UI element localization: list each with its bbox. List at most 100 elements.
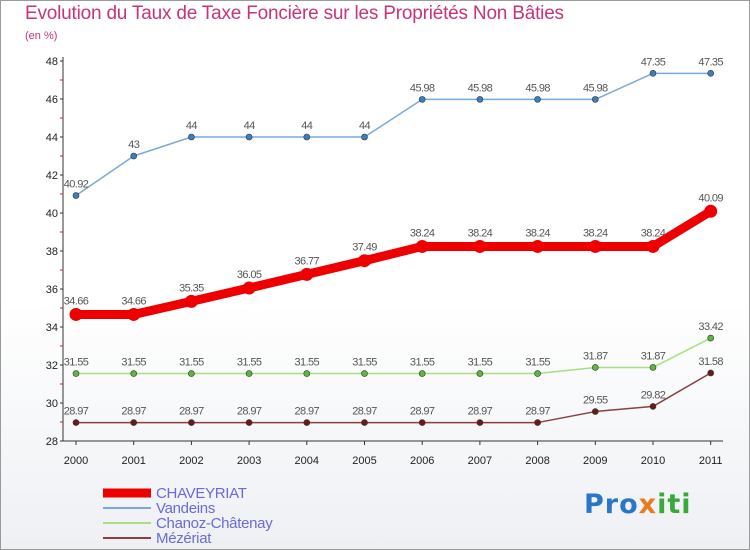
point-chaveyriat bbox=[300, 267, 314, 281]
x-tick-label: 2007 bbox=[468, 455, 492, 467]
y-axis-unit: (en %) bbox=[25, 30, 58, 42]
legend-label-mezeriat: Mézériat bbox=[156, 530, 212, 547]
point-chaveyriat bbox=[184, 294, 198, 308]
x-tick-label: 2010 bbox=[641, 455, 665, 467]
y-tick-label: 40 bbox=[46, 208, 58, 220]
data-label-chanoz-chatenay: 31.55 bbox=[121, 357, 146, 369]
data-label-chaveyriat: 34.66 bbox=[64, 295, 89, 307]
data-label-chaveyriat: 34.66 bbox=[121, 295, 146, 307]
point-chanoz-chatenay bbox=[707, 334, 715, 342]
x-tick-label: 2008 bbox=[525, 455, 549, 467]
point-mezeriat bbox=[649, 403, 657, 410]
point-vandeins bbox=[534, 96, 541, 103]
point-vandeins bbox=[418, 96, 426, 103]
point-vandeins bbox=[245, 133, 253, 141]
data-label-chaveyriat: 38.24 bbox=[641, 227, 666, 239]
data-label-vandeins: 47.35 bbox=[641, 56, 666, 68]
point-chaveyriat bbox=[358, 254, 371, 268]
point-chaveyriat bbox=[473, 239, 487, 253]
point-chanoz-chatenay bbox=[72, 370, 80, 377]
point-vandeins bbox=[188, 133, 195, 141]
series-line-mezeriat bbox=[75, 372, 712, 424]
y-tick-label: 46 bbox=[46, 94, 58, 106]
x-tick-label: 2001 bbox=[121, 455, 145, 467]
x-tick-label: 2009 bbox=[583, 455, 607, 467]
point-chanoz-chatenay bbox=[476, 370, 484, 377]
point-chanoz-chatenay bbox=[130, 370, 137, 377]
data-label-vandeins: 45.98 bbox=[583, 82, 608, 94]
point-mezeriat bbox=[418, 419, 426, 426]
data-label-mezeriat: 31.58 bbox=[698, 356, 723, 368]
data-label-chanoz-chatenay: 31.55 bbox=[468, 357, 493, 369]
data-label-mezeriat: 28.97 bbox=[525, 406, 550, 418]
series-layer bbox=[69, 70, 718, 426]
data-label-mezeriat: 28.97 bbox=[352, 406, 377, 418]
x-tick-label: 2005 bbox=[352, 455, 376, 467]
point-vandeins bbox=[707, 70, 715, 77]
point-vandeins bbox=[303, 133, 311, 141]
data-label-mezeriat: 29.82 bbox=[641, 389, 666, 401]
data-label-chaveyriat: 36.77 bbox=[295, 255, 320, 267]
data-label-vandeins: 44 bbox=[359, 120, 371, 132]
data-label-mezeriat: 28.97 bbox=[468, 406, 493, 418]
data-label-vandeins: 44 bbox=[186, 120, 198, 132]
data-label-mezeriat: 29.55 bbox=[583, 395, 608, 407]
data-label-chanoz-chatenay: 31.55 bbox=[352, 357, 377, 369]
x-tick-label: 2011 bbox=[699, 455, 723, 467]
data-label-chanoz-chatenay: 31.55 bbox=[525, 357, 550, 369]
data-label-chanoz-chatenay: 31.55 bbox=[410, 357, 435, 369]
legend-label-chaveyriat: CHAVEYRIAT bbox=[156, 485, 247, 502]
data-label-vandeins: 43 bbox=[128, 139, 140, 151]
legend-label-vandeins: Vandeins bbox=[156, 500, 215, 517]
data-label-vandeins: 45.98 bbox=[525, 82, 550, 94]
y-tick-label: 36 bbox=[46, 284, 58, 296]
series-line-chaveyriat bbox=[71, 206, 716, 319]
data-label-vandeins: 44 bbox=[301, 120, 313, 132]
data-label-chaveyriat: 38.24 bbox=[468, 227, 493, 239]
point-mezeriat bbox=[245, 419, 253, 426]
data-label-mezeriat: 28.97 bbox=[237, 406, 262, 418]
point-mezeriat bbox=[591, 408, 599, 415]
point-chanoz-chatenay bbox=[591, 364, 599, 371]
point-chanoz-chatenay bbox=[361, 370, 368, 377]
x-tick-label: 2003 bbox=[237, 455, 261, 467]
axes: 28 30 32 34 36 38 40 42 44 46 48 2000 2001 2002 2003 20… bbox=[46, 56, 723, 467]
y-tick-label: 30 bbox=[46, 398, 58, 410]
point-chaveyriat bbox=[415, 239, 429, 253]
data-label-chaveyriat: 36.05 bbox=[237, 269, 262, 281]
point-chaveyriat bbox=[646, 239, 660, 253]
point-vandeins bbox=[476, 96, 484, 103]
data-label-chaveyriat: 38.24 bbox=[410, 227, 435, 239]
data-label-vandeins: 45.98 bbox=[468, 82, 493, 94]
data-labels: 40.92 43 44 44 44 44 45.98 45.98 45.98 45.98 47.35… bbox=[64, 56, 724, 417]
data-label-vandeins: 44 bbox=[244, 120, 256, 132]
point-chaveyriat bbox=[704, 204, 718, 218]
point-mezeriat bbox=[130, 419, 137, 426]
series-line-vandeins bbox=[75, 72, 712, 197]
legend-label-chanoz-chatenay: Chanoz-Châtenay bbox=[156, 515, 273, 532]
y-tick-label: 48 bbox=[46, 56, 58, 68]
data-label-mezeriat: 28.97 bbox=[64, 406, 89, 418]
point-chaveyriat bbox=[69, 307, 83, 321]
point-chaveyriat bbox=[531, 239, 545, 253]
y-tick-label: 44 bbox=[46, 132, 58, 144]
y-tick-label: 34 bbox=[46, 322, 58, 334]
data-label-chaveyriat: 40.09 bbox=[698, 192, 723, 204]
point-mezeriat bbox=[707, 369, 715, 377]
point-chanoz-chatenay bbox=[188, 370, 195, 377]
data-label-mezeriat: 28.97 bbox=[121, 406, 146, 418]
point-chaveyriat bbox=[588, 239, 602, 253]
point-chanoz-chatenay bbox=[418, 370, 426, 377]
data-label-chaveyriat: 35.35 bbox=[179, 282, 204, 294]
point-vandeins bbox=[72, 192, 80, 199]
point-chanoz-chatenay bbox=[649, 364, 657, 371]
point-vandeins bbox=[361, 133, 368, 141]
y-tick-label: 32 bbox=[46, 360, 58, 372]
chart-title: Evolution du Taux de Taxe Foncière sur l… bbox=[25, 3, 564, 24]
data-label-mezeriat: 28.97 bbox=[410, 406, 435, 418]
y-tick-label: 28 bbox=[46, 436, 58, 448]
data-label-chanoz-chatenay: 31.55 bbox=[64, 357, 89, 369]
point-mezeriat bbox=[72, 419, 80, 426]
data-label-chanoz-chatenay: 33.42 bbox=[698, 321, 723, 333]
